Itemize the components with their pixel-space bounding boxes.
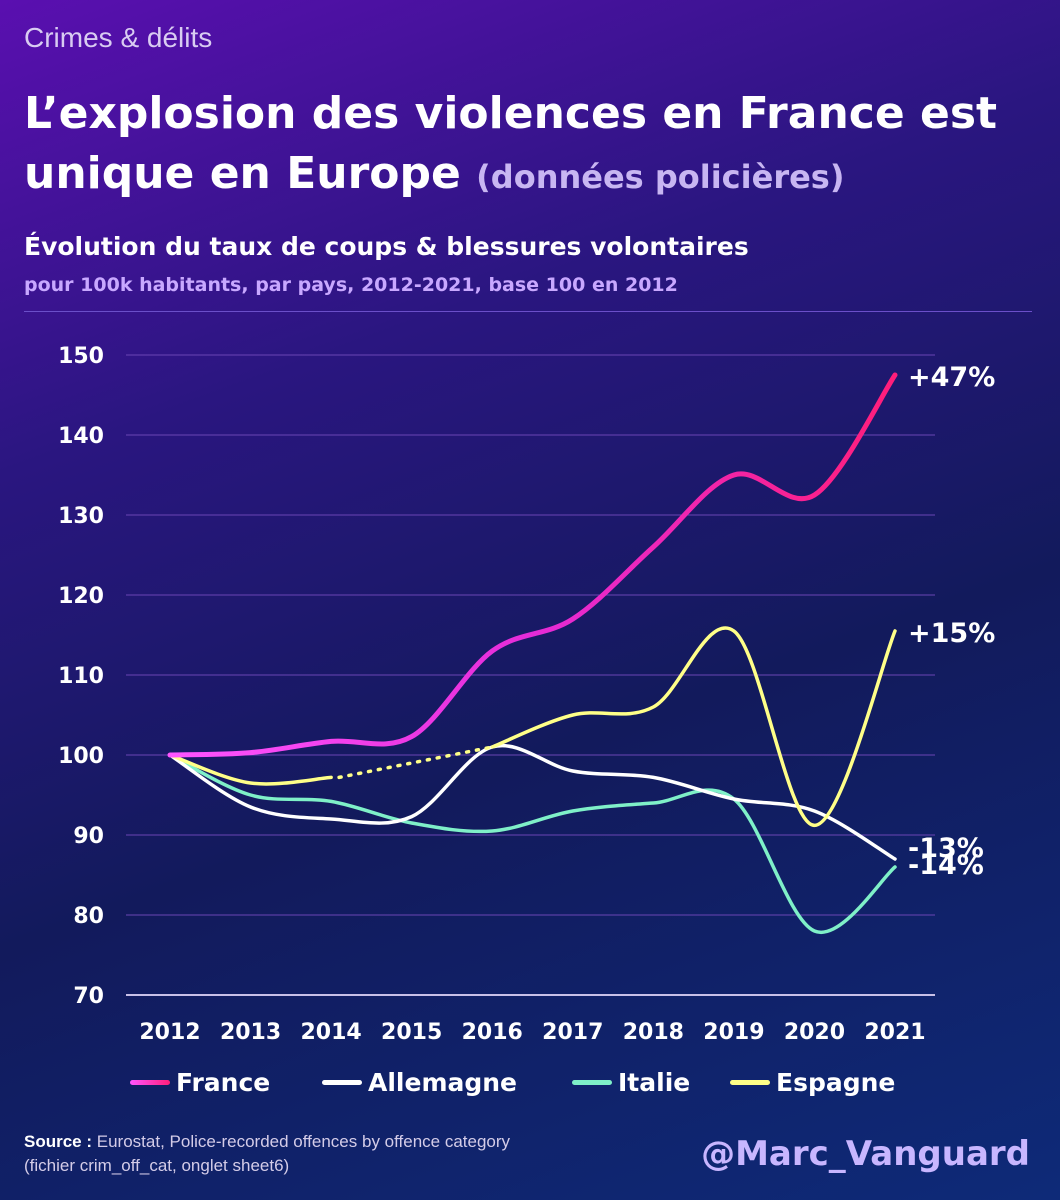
source-note: Source : Eurostat, Police-recorded offen… <box>24 1130 510 1178</box>
title-sub: (données policières) <box>476 158 845 196</box>
legend-label-france: France <box>176 1068 271 1097</box>
x-tick-2019: 2019 <box>703 1020 764 1045</box>
x-tick-2013: 2013 <box>220 1020 281 1045</box>
source-label: Source : <box>24 1132 93 1151</box>
series-line-espagne <box>168 753 333 786</box>
legend-allemagne: Allemagne <box>322 1068 517 1097</box>
legend-swatch-allemagne <box>322 1080 362 1085</box>
legend-espagne: Espagne <box>730 1068 895 1097</box>
end-labels: -14%-13% +15% +47% <box>908 362 995 881</box>
y-axis-ticks: 70 80 90 100 110 120 130 140 150 <box>58 344 104 1009</box>
x-tick-2016: 2016 <box>462 1020 523 1045</box>
end-label-france: +47% <box>908 362 995 393</box>
y-tick-90: 90 <box>73 824 104 849</box>
legend-label-italie: Italie <box>618 1068 691 1097</box>
x-tick-2015: 2015 <box>381 1020 442 1045</box>
y-tick-140: 140 <box>58 424 104 449</box>
legend-label-espagne: Espagne <box>776 1068 896 1097</box>
page-title: L’explosion des violences en France est … <box>24 84 1044 207</box>
legend-swatch-italie <box>572 1080 612 1085</box>
title-main: L’explosion des violences en France est … <box>24 88 998 199</box>
legend-swatch-france <box>130 1080 170 1085</box>
y-tick-130: 130 <box>58 504 104 529</box>
x-tick-2018: 2018 <box>623 1020 684 1045</box>
series-line-espagne-continued <box>490 626 897 828</box>
x-tick-2014: 2014 <box>300 1020 361 1045</box>
kicker: Crimes & délits <box>24 22 213 53</box>
x-axis-ticks: 2012 2013 2014 2015 2016 2017 2018 2019 2020 2021 <box>139 1020 925 1045</box>
legend-swatch-espagne <box>730 1080 770 1085</box>
end-label-allemagne: -13% <box>908 833 984 864</box>
source-line-1: Eurostat, Police-recorded offences by of… <box>96 1132 511 1151</box>
x-tick-2012: 2012 <box>139 1020 200 1045</box>
series-lines <box>167 372 898 935</box>
y-tick-150: 150 <box>58 344 104 369</box>
y-tick-120: 120 <box>58 584 104 609</box>
legend-label-allemagne: Allemagne <box>368 1068 518 1097</box>
y-tick-110: 110 <box>58 664 104 689</box>
legend-italie: Italie <box>572 1068 690 1097</box>
series-line-espagne-dotted-gap <box>337 745 494 780</box>
chart-title: Évolution du taux de coups & blessures v… <box>24 232 749 261</box>
y-tick-80: 80 <box>73 904 104 929</box>
series-line-italie <box>168 753 897 935</box>
y-tick-100: 100 <box>58 744 104 769</box>
gridlines <box>126 354 935 996</box>
x-tick-2021: 2021 <box>864 1020 925 1045</box>
end-label-italie: -14% <box>908 850 984 881</box>
series-line-allemagne <box>168 743 897 861</box>
source-line-2: (fichier crim_off_cat, onglet sheet6) <box>24 1156 290 1175</box>
end-label-espagne: +15% <box>908 618 995 649</box>
x-tick-2017: 2017 <box>542 1020 603 1045</box>
author-handle: @Marc_Vanguard <box>701 1134 1030 1174</box>
y-tick-70: 70 <box>73 984 104 1009</box>
series-line-france <box>167 372 898 758</box>
divider <box>24 311 1032 312</box>
x-tick-2020: 2020 <box>784 1020 845 1045</box>
chart-subtitle: pour 100k habitants, par pays, 2012-2021… <box>24 274 678 296</box>
legend-france: France <box>130 1068 270 1097</box>
